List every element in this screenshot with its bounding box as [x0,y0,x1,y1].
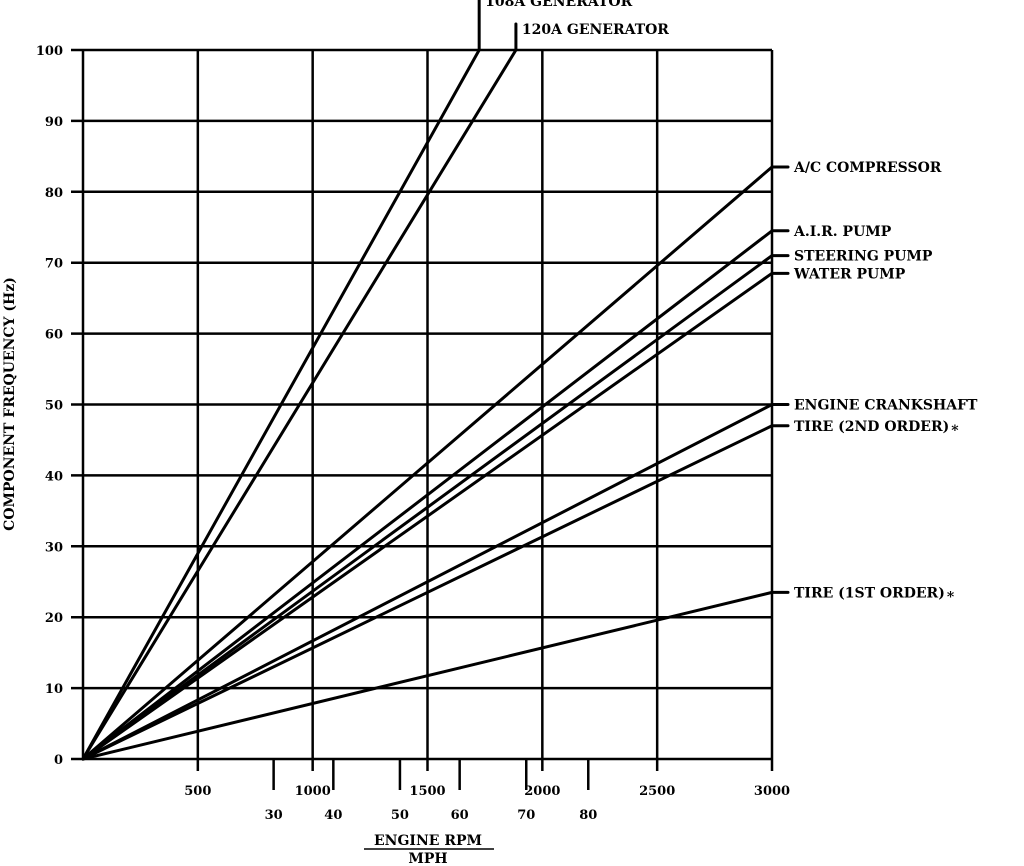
mph-tick-label-50: 50 [391,808,409,823]
series-line-108a-generator [81,48,481,761]
series-label-108a-generator: 108A GENERATOR [485,0,632,10]
series-line-tire-1st-order [81,590,774,761]
series-label-a-c-compressor: A/C COMPRESSOR [793,160,942,176]
y-tick-label-50: 50 [45,399,63,414]
mph-tick-label-70: 70 [517,808,535,823]
y-tick-label-0: 0 [54,753,63,768]
series-asterisk-tire-2nd-order: * [951,423,959,439]
x-tick-label-1000: 1000 [295,784,331,799]
mph-tick-label-30: 30 [265,808,283,823]
series-line-tire-2nd-order [81,424,774,761]
y-tick-label-60: 60 [45,328,63,343]
mph-tick-label-40: 40 [324,808,342,823]
series-line-engine-crankshaft [81,403,774,761]
x-axis-subtitle: MPH [408,851,447,866]
x-tick-label-1500: 1500 [409,784,445,799]
series-lines [81,0,790,761]
y-tick-label-30: 30 [45,540,63,555]
mph-tick-label-80: 80 [579,808,597,823]
x-tick-label-2500: 2500 [639,784,675,799]
grid [71,48,774,790]
x-axis-title: ENGINE RPM [374,833,482,849]
x-tick-label-500: 500 [184,784,211,799]
series-labels: 108A GENERATOR 120A GENERATOR A/C COMPRESS… [485,0,978,605]
axis-ticks: 0 10 20 30 40 50 60 70 80 90 100 500 1000 1500 2000 250… [36,44,790,823]
series-line-a-i-r-pump [81,229,774,761]
y-axis-title: COMPONENT FREQUENCY (Hz) [2,277,18,531]
series-label-a-i-r-pump: A.I.R. PUMP [793,224,892,240]
y-tick-label-40: 40 [45,469,63,484]
series-line-steering-pump [81,254,774,761]
series-label-tire-2nd-order: TIRE (2ND ORDER) [794,419,949,435]
series-label-120a-generator: 120A GENERATOR [522,22,669,38]
y-tick-label-80: 80 [45,186,63,201]
series-line-a-c-compressor [81,165,774,761]
series-line-120a-generator [81,48,518,761]
series-label-engine-crankshaft: ENGINE CRANKSHAFT [794,398,978,414]
x-tick-label-3000: 3000 [754,784,790,799]
y-tick-label-100: 100 [36,44,63,59]
series-label-water-pump: WATER PUMP [793,266,906,282]
series-line-water-pump [81,271,774,761]
mph-tick-label-60: 60 [451,808,469,823]
y-tick-label-70: 70 [45,257,63,272]
series-label-steering-pump: STEERING PUMP [794,249,933,265]
y-tick-label-90: 90 [45,115,63,130]
y-tick-label-10: 10 [45,682,63,697]
series-label-tire-1st-order: TIRE (1ST ORDER) [794,585,945,601]
x-tick-label-2000: 2000 [524,784,560,799]
series-asterisk-tire-1st-order: * [947,589,955,605]
y-tick-label-20: 20 [45,611,63,626]
